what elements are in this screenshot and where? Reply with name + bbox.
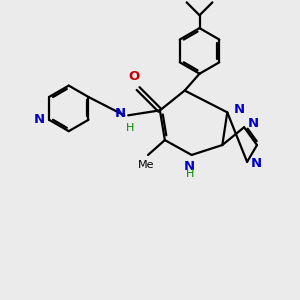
Text: O: O [128, 70, 140, 83]
Text: N: N [184, 160, 195, 173]
Text: H: H [126, 123, 134, 133]
Text: Me: Me [138, 160, 154, 170]
Text: N: N [234, 103, 245, 116]
Text: N: N [248, 117, 259, 130]
Text: N: N [115, 107, 126, 120]
Text: N: N [251, 158, 262, 170]
Text: H: H [185, 169, 194, 179]
Text: N: N [34, 113, 45, 126]
